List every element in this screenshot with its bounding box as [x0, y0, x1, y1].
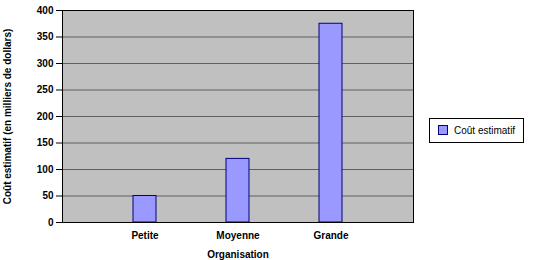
svg-text:250: 250	[37, 84, 54, 95]
svg-text:150: 150	[37, 137, 54, 148]
svg-text:100: 100	[37, 164, 54, 175]
svg-text:0: 0	[48, 217, 54, 228]
svg-text:Moyenne: Moyenne	[216, 230, 260, 241]
svg-text:Petite: Petite	[131, 230, 159, 241]
svg-text:Grande: Grande	[313, 230, 348, 241]
svg-text:200: 200	[37, 111, 54, 122]
svg-text:50: 50	[42, 190, 54, 201]
svg-text:300: 300	[37, 58, 54, 69]
svg-text:Organisation: Organisation	[207, 249, 269, 260]
svg-text:400: 400	[37, 5, 54, 16]
svg-text:350: 350	[37, 31, 54, 42]
html-text:Coût estimatif: Coût estimatif	[454, 124, 516, 136]
svg-text:Coût estimatif (en milliers de: Coût estimatif (en milliers de dollars)	[2, 29, 13, 205]
